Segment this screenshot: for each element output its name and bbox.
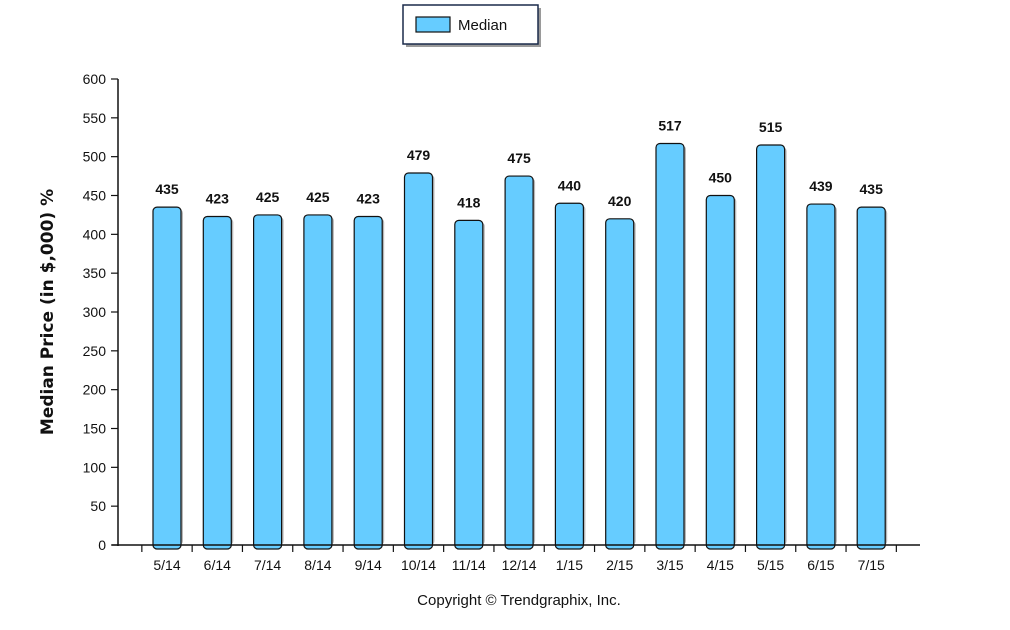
data-label-7/15: 435 <box>860 181 884 197</box>
y-axis-title: Median Price (in $,000) % <box>38 189 58 435</box>
y-tick-label-300: 300 <box>83 304 107 320</box>
data-label-2/15: 420 <box>608 193 632 209</box>
copyright-text: Copyright © Trendgraphix, Inc. <box>417 592 621 609</box>
x-tick-label-4/15: 4/15 <box>707 557 734 573</box>
y-tick-label-450: 450 <box>83 188 107 204</box>
y-tick-label-350: 350 <box>83 265 107 281</box>
bar-4/15 <box>705 194 735 550</box>
data-label-11/14: 418 <box>457 194 481 210</box>
data-label-8/14: 425 <box>306 189 330 205</box>
bar-7/15 <box>856 206 886 550</box>
x-tick-label-12/14: 12/14 <box>502 557 537 573</box>
data-label-6/14: 423 <box>206 190 230 206</box>
x-tick-label-6/15: 6/15 <box>807 557 834 573</box>
data-label-7/14: 425 <box>256 189 280 205</box>
x-tick-label-5/14: 5/14 <box>153 557 180 573</box>
y-tick-label-50: 50 <box>90 498 106 514</box>
bar-11/14 <box>454 219 484 550</box>
bar-7/14 <box>253 214 283 550</box>
y-tick-label-100: 100 <box>83 459 107 475</box>
x-tick-label-7/14: 7/14 <box>254 557 281 573</box>
bar-5/15 <box>755 144 786 550</box>
x-tick-label-6/14: 6/14 <box>204 557 231 573</box>
y-tick-label-0: 0 <box>98 537 106 553</box>
x-tick-label-8/14: 8/14 <box>304 557 331 573</box>
bar-2/15 <box>605 218 635 550</box>
bar-9/14 <box>353 215 383 550</box>
x-tick-label-3/15: 3/15 <box>656 557 683 573</box>
data-label-5/15: 515 <box>759 119 783 135</box>
y-tick-label-150: 150 <box>83 421 107 437</box>
data-label-9/14: 423 <box>357 190 381 206</box>
data-label-1/15: 440 <box>558 177 582 193</box>
bar-6/15 <box>806 203 836 550</box>
legend-swatch <box>415 16 451 33</box>
x-tick-label-10/14: 10/14 <box>401 557 436 573</box>
data-label-5/14: 435 <box>155 181 179 197</box>
y-tick-label-550: 550 <box>83 110 107 126</box>
bar-8/14 <box>303 214 333 550</box>
y-tick-label-200: 200 <box>83 382 107 398</box>
x-tick-label-11/14: 11/14 <box>452 557 486 573</box>
bar-10/14 <box>403 172 434 550</box>
legend-label-median: Median <box>458 17 507 34</box>
y-tick-label-250: 250 <box>83 343 107 359</box>
x-tick-label-2/15: 2/15 <box>606 557 633 573</box>
y-tick-label-400: 400 <box>83 226 107 242</box>
bar-5/14 <box>152 206 182 550</box>
bar-12/14 <box>504 175 534 550</box>
data-label-12/14: 475 <box>507 150 531 166</box>
data-label-10/14: 479 <box>407 147 431 163</box>
data-label-6/15: 439 <box>809 178 833 194</box>
x-tick-label-7/15: 7/15 <box>858 557 885 573</box>
x-tick-label-5/15: 5/15 <box>757 557 784 573</box>
bar-1/15 <box>554 202 585 550</box>
y-tick-label-500: 500 <box>83 149 107 165</box>
data-label-3/15: 517 <box>658 117 682 133</box>
x-tick-label-9/14: 9/14 <box>355 557 382 573</box>
bar-6/14 <box>202 215 232 550</box>
x-tick-label-1/15: 1/15 <box>556 557 583 573</box>
y-tick-label-600: 600 <box>83 71 107 87</box>
data-label-4/15: 450 <box>709 170 733 186</box>
bar-3/15 <box>655 142 685 550</box>
